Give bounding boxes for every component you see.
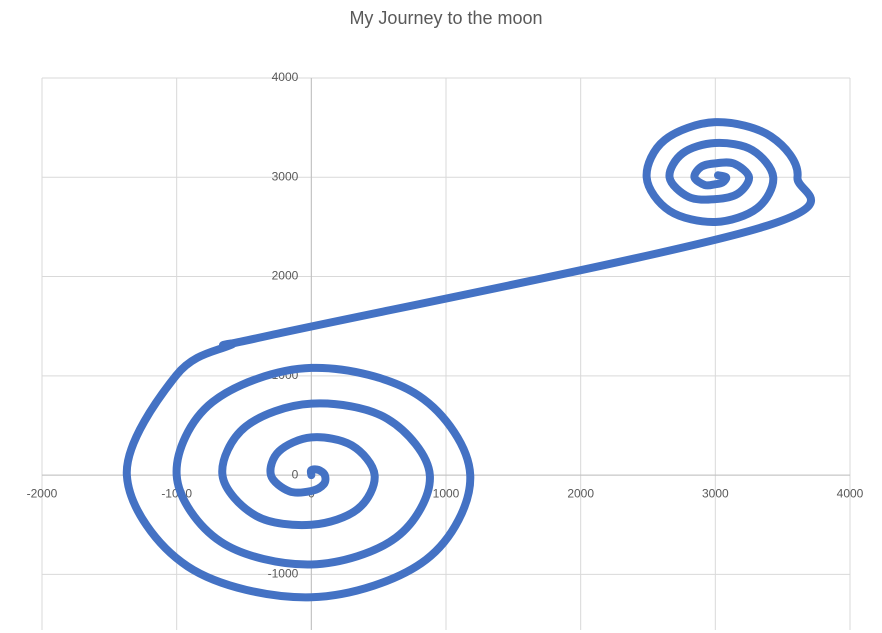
y-tick-label: 4000 <box>272 70 299 84</box>
y-tick-label: 2000 <box>272 269 299 283</box>
y-tick-label: 0 <box>292 467 299 481</box>
chart-title: My Journey to the moon <box>349 8 542 28</box>
x-tick-label: 4000 <box>837 486 864 500</box>
y-tick-label: 3000 <box>272 169 299 183</box>
y-tick-label: -1000 <box>268 567 299 581</box>
x-tick-label: 3000 <box>702 486 729 500</box>
x-tick-label: 1000 <box>433 486 460 500</box>
x-tick-label: -2000 <box>27 486 58 500</box>
data-line <box>122 118 815 602</box>
x-tick-label: 2000 <box>567 486 594 500</box>
